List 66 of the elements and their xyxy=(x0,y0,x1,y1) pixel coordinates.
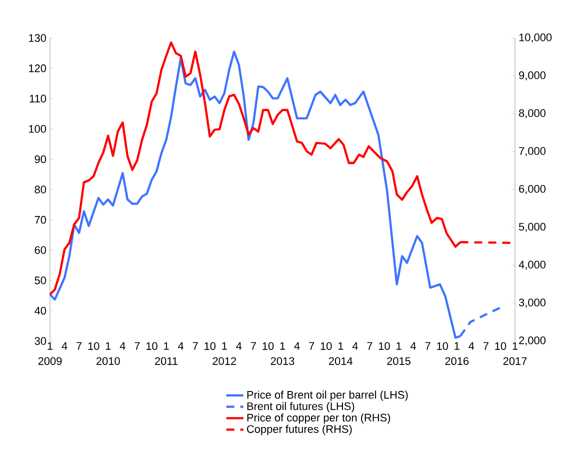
x-tick-label: 7 xyxy=(309,342,314,350)
x-tick-label: 10 xyxy=(437,342,448,350)
x-tick-label: 10 xyxy=(262,342,274,350)
y-tick-label: 130 xyxy=(29,34,46,42)
x-tick-label: 4 xyxy=(468,342,474,350)
x2-tick-label: 2012 xyxy=(212,357,236,365)
x-tick-label: 4 xyxy=(178,342,184,350)
y2-tick-label: 10,000 xyxy=(519,33,552,43)
x2-tick-label: 2015 xyxy=(387,357,410,365)
x2-tick-label: 2010 xyxy=(96,357,120,365)
legend-label: Price of Brent oil per barrel (LHS) xyxy=(247,390,408,401)
x-tick-label: 1 xyxy=(164,342,169,350)
y-tick-label: 50 xyxy=(34,276,46,284)
x-tick-label: 7 xyxy=(192,342,198,350)
x-tick-label: 10 xyxy=(378,342,390,350)
y2-tick-label: 2,000 xyxy=(519,336,546,346)
x-tick-label: 1 xyxy=(396,342,402,350)
x-tick-label: 10 xyxy=(495,342,506,350)
y2-tick-label: 8,000 xyxy=(518,109,546,118)
x-tick-label: 1 xyxy=(338,342,344,350)
x-tick-label: 1 xyxy=(222,342,227,350)
x-tick-label: 4 xyxy=(120,342,126,350)
x2-tick-label: 2013 xyxy=(270,357,294,365)
x-tick-label: 10 xyxy=(146,342,158,350)
x-tick-label: 1 xyxy=(280,342,286,350)
x-tick-label: 1 xyxy=(454,342,460,350)
x2-tick-label: 2011 xyxy=(155,357,178,365)
y2-tick-label: 3,000 xyxy=(518,298,546,308)
x-tick-label: 1 xyxy=(512,342,518,350)
y2-tick-label: 6,000 xyxy=(519,184,546,194)
legend-label: Brent oil futures (LHS) xyxy=(247,402,354,412)
x-tick-label: 1 xyxy=(48,342,53,350)
x-tick-label: 1 xyxy=(106,342,111,350)
x-tick-label: 10 xyxy=(320,342,332,350)
y-tick-label: 30 xyxy=(34,337,46,345)
y2-tick-label: 9,000 xyxy=(519,71,546,80)
y2-tick-label: 4,000 xyxy=(518,260,546,270)
x-tick-label: 7 xyxy=(134,342,140,350)
x-tick-label: 4 xyxy=(294,342,300,350)
x-tick-label: 7 xyxy=(250,342,256,350)
legend-label: Price of copper per ton (RHS) xyxy=(247,413,390,424)
x-tick-label: 7 xyxy=(425,342,430,350)
y-tick-label: 80 xyxy=(34,186,46,194)
y-tick-label: 60 xyxy=(34,246,46,254)
x2-tick-label: 2016 xyxy=(445,357,469,365)
x-tick-label: 7 xyxy=(367,342,372,350)
x-tick-label: 4 xyxy=(62,342,68,350)
legend-label: Copper futures (RHS) xyxy=(247,424,352,436)
x-tick-label: 7 xyxy=(483,342,488,350)
x2-tick-label: 2017 xyxy=(503,357,527,365)
x-tick-label: 10 xyxy=(88,342,100,350)
y-tick-label: 120 xyxy=(29,64,46,72)
y-tick-label: 110 xyxy=(30,94,46,102)
y-tick-label: 90 xyxy=(34,155,46,164)
x2-tick-label: 2009 xyxy=(38,357,62,365)
y2-tick-label: 7,000 xyxy=(519,147,546,156)
y-tick-label: 70 xyxy=(34,216,46,224)
x-tick-label: 4 xyxy=(352,342,358,350)
y2-tick-label: 5,000 xyxy=(518,222,546,232)
x-tick-label: 7 xyxy=(76,342,82,350)
x-tick-label: 10 xyxy=(204,342,216,350)
y-tick-label: 40 xyxy=(34,306,46,315)
x-tick-label: 4 xyxy=(236,342,242,350)
x-tick-label: 4 xyxy=(410,342,416,350)
x2-tick-label: 2014 xyxy=(328,357,352,365)
y-tick-label: 100 xyxy=(29,125,46,133)
